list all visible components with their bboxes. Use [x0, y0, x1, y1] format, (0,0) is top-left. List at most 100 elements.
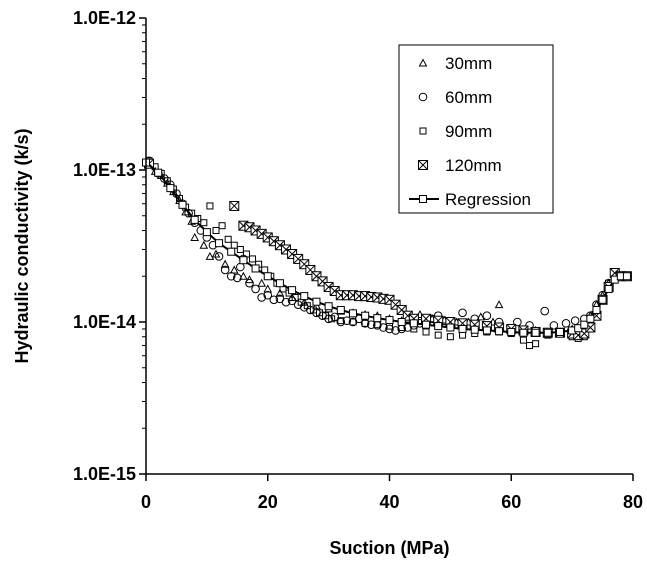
square-x-diag [418, 160, 428, 170]
data-point [166, 184, 175, 193]
data-point [263, 284, 273, 293]
circle-marker [540, 306, 550, 316]
legend-marker [418, 92, 428, 102]
regression-marker [543, 328, 552, 337]
square-marker [328, 315, 336, 323]
data-point [519, 336, 527, 344]
regression-line [145, 161, 627, 334]
regression-marker [275, 279, 284, 288]
data-point [312, 297, 321, 306]
data-point [348, 309, 357, 318]
data-point [361, 311, 370, 320]
square-marker [434, 331, 442, 339]
data-point [205, 251, 215, 260]
chart-marks [142, 156, 632, 350]
circle-marker [549, 321, 559, 330]
data-point [342, 316, 352, 325]
data-point [526, 342, 534, 350]
data-point [561, 319, 571, 328]
data-point [178, 200, 187, 209]
square-marker [532, 340, 540, 348]
data-point [291, 293, 299, 301]
regression-marker [288, 286, 297, 295]
square-marker [200, 219, 208, 227]
data-point [212, 226, 220, 234]
data-point [459, 331, 467, 339]
data-point [154, 168, 163, 177]
y-tick-label: 1.0E-13 [73, 160, 136, 180]
data-point [422, 328, 430, 336]
data-point [236, 245, 244, 253]
data-point [206, 202, 214, 210]
data-point [513, 317, 522, 327]
legend-item: Regression [409, 190, 531, 209]
square-x-diag [229, 201, 240, 211]
circle-marker [366, 320, 376, 329]
triangle-marker [205, 251, 215, 260]
data-point [540, 306, 550, 316]
square-marker [349, 318, 357, 326]
triangle-marker [494, 300, 504, 309]
data-point [604, 284, 613, 293]
regression-marker [622, 272, 631, 281]
y-axis-title: Hydraulic conductivity (k/s) [12, 128, 32, 363]
x-axis-title: Suction (MPa) [330, 538, 450, 558]
regression-marker [385, 316, 394, 325]
data-point [227, 247, 236, 256]
data-point [251, 264, 260, 273]
x-tick-label: 60 [501, 492, 521, 512]
x-tick-label: 80 [623, 492, 643, 512]
regression-marker [495, 327, 504, 336]
data-point [336, 317, 346, 327]
y-minor-ticks [142, 24, 146, 429]
regression-marker [178, 200, 187, 209]
square-marker [230, 241, 238, 249]
regression-marker [373, 314, 382, 323]
square-marker [361, 319, 369, 327]
data-point [495, 327, 504, 336]
circle-marker [525, 321, 534, 330]
data-point [397, 318, 406, 326]
data-point [211, 249, 221, 258]
circle-marker [257, 293, 266, 302]
regression-marker [215, 239, 224, 248]
square-marker [236, 245, 244, 253]
data-point [281, 297, 291, 307]
data-point [519, 328, 528, 337]
regression-marker [507, 327, 516, 336]
regression-marker [409, 319, 418, 328]
data-point [555, 327, 564, 336]
data-point [275, 279, 284, 288]
square-x-diag [250, 225, 261, 236]
data-point [269, 295, 279, 305]
regression-marker [263, 272, 272, 281]
data-point [257, 293, 266, 302]
regression-marker [324, 302, 333, 311]
data-point [328, 315, 336, 323]
square-marker [206, 202, 214, 210]
data-point [549, 321, 559, 330]
data-point [224, 235, 232, 243]
x-tick-label: 20 [258, 492, 278, 512]
square-x-diag [384, 294, 395, 305]
legend-item: 60mm [418, 88, 492, 107]
regression-marker [592, 305, 601, 314]
legend-marker [418, 58, 428, 67]
data-point [476, 312, 486, 321]
regression-marker [519, 328, 528, 337]
regression-marker [482, 326, 491, 335]
square-x-diag [299, 259, 310, 270]
data-point [570, 316, 580, 325]
data-point [215, 239, 224, 248]
square-x-diag [390, 299, 401, 310]
regression-marker [166, 184, 175, 193]
data-point [403, 323, 413, 332]
square-x-diag [305, 265, 316, 275]
regression-marker [604, 284, 613, 293]
data-point [622, 272, 631, 281]
data-point [200, 219, 208, 227]
data-point [434, 331, 442, 339]
data-point [257, 278, 266, 287]
square-marker [224, 235, 232, 243]
square-x-diag [281, 244, 291, 255]
